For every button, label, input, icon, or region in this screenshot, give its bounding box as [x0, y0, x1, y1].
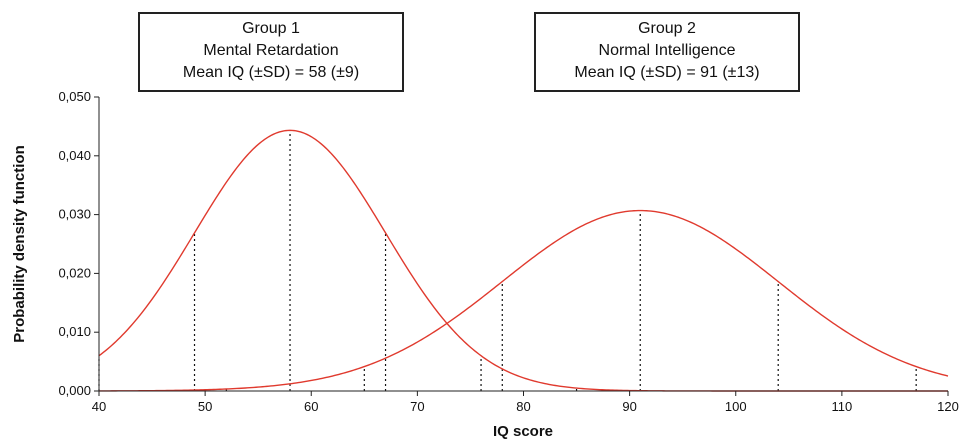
group2-annotation-box: Group 2 Normal Intelligence Mean IQ (±SD…: [534, 12, 800, 92]
x-tick-label: 100: [725, 399, 747, 414]
group2-title: Group 2: [638, 20, 696, 37]
group2-description: Normal Intelligence: [598, 42, 736, 59]
x-tick-label: 120: [937, 399, 959, 414]
x-tick-label: 60: [304, 399, 318, 414]
group1-title: Group 1: [242, 20, 300, 37]
group2-density-curve: [98, 209, 949, 392]
x-tick-label: 40: [92, 399, 106, 414]
x-tick-label: 70: [410, 399, 424, 414]
y-tick-label: 0,050: [58, 89, 91, 104]
y-tick-label: 0,020: [58, 265, 91, 280]
group1-mean-sd: Mean IQ (±SD) = 58 (±9): [182, 64, 360, 81]
y-tick-label: 0,010: [58, 324, 91, 339]
y-tick-label: 0,000: [58, 383, 91, 398]
x-tick-label: 90: [622, 399, 636, 414]
y-tick-label: 0,030: [58, 207, 91, 222]
x-tick-label: 50: [198, 399, 212, 414]
x-tick-label: 80: [516, 399, 530, 414]
y-tick-label: 0,040: [58, 148, 91, 163]
group2-mean-sd: Mean IQ (±SD) = 91 (±13): [574, 64, 760, 81]
x-tick-label: 110: [832, 399, 853, 414]
group1-density-curve: [98, 129, 948, 392]
y-axis-title: Probability density function: [11, 145, 28, 343]
x-axis-title: IQ score: [493, 423, 553, 440]
group1-description: Mental Retardation: [203, 42, 339, 59]
group1-annotation-box: Group 1 Mental Retardation Mean IQ (±SD)…: [138, 12, 404, 92]
